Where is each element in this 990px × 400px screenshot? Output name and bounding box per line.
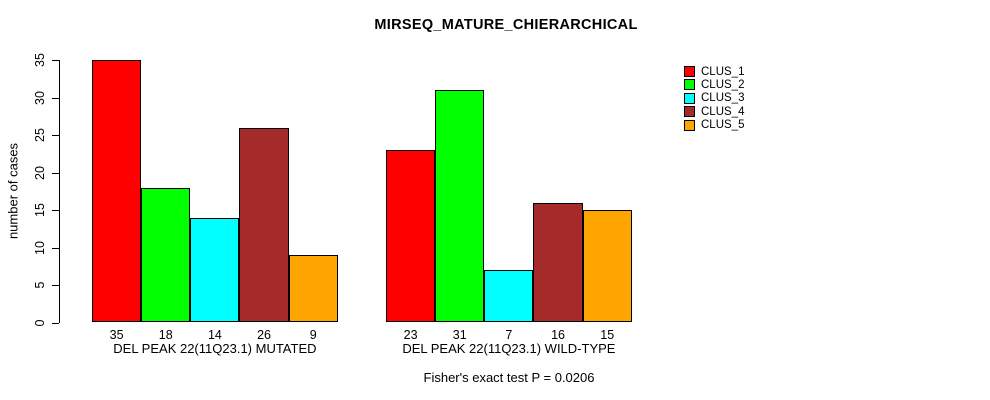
y-tick-label: 5: [33, 281, 47, 289]
y-tick: [52, 285, 59, 287]
y-tick: [52, 60, 59, 62]
y-tick-label: 15: [33, 203, 47, 218]
chart-title: MIRSEQ_MATURE_CHIERARCHICAL: [374, 17, 638, 33]
legend-label-CLUS_1: CLUS_1: [701, 65, 745, 78]
bar-CLUS_5: [288, 255, 338, 323]
y-tick-label: 0: [33, 319, 47, 326]
bar-value-label: 7: [505, 328, 513, 342]
bar-value-label: 18: [158, 328, 173, 342]
bar-CLUS_4: [533, 202, 583, 323]
bar-CLUS_3: [484, 270, 534, 323]
bar-value-label: 15: [600, 328, 615, 342]
bar-value-label: 14: [207, 328, 222, 342]
y-tick-label: 25: [33, 128, 47, 143]
y-tick-label: 10: [33, 240, 47, 255]
y-axis-label: number of cases: [5, 142, 21, 240]
bar-value-label: 16: [551, 328, 565, 342]
y-tick-label: 35: [33, 53, 47, 68]
legend-swatch-CLUS_5: [684, 119, 695, 131]
legend-swatch-CLUS_1: [684, 66, 695, 77]
bar-value-label: 23: [403, 328, 418, 342]
legend-label-CLUS_5: CLUS_5: [701, 119, 745, 132]
bar-CLUS_4: [239, 127, 289, 323]
y-tick: [52, 97, 59, 99]
legend-swatch-CLUS_3: [684, 92, 695, 104]
legend-label-CLUS_3: CLUS_3: [701, 92, 745, 105]
legend-swatch-CLUS_2: [684, 79, 695, 91]
bar-value-label: 31: [452, 328, 467, 342]
group-label: DEL PEAK 22(11Q23.1) WILD-TYPE: [402, 341, 616, 356]
legend-label-CLUS_2: CLUS_2: [701, 78, 745, 91]
bar-value-label: 26: [257, 328, 271, 342]
y-tick: [52, 210, 59, 212]
y-tick: [52, 322, 59, 324]
legend-swatch-CLUS_4: [684, 106, 695, 118]
y-tick: [52, 172, 59, 174]
bar-CLUS_3: [190, 217, 240, 323]
y-axis-line: [59, 60, 60, 324]
bar-CLUS_5: [582, 210, 632, 323]
bar-CLUS_1: [92, 60, 142, 323]
group-label: DEL PEAK 22(11Q23.1) MUTATED: [113, 341, 317, 356]
bar-value-label: 35: [109, 328, 124, 342]
y-tick: [52, 135, 59, 137]
bar-value-label: 9: [309, 328, 317, 342]
annotation-fishers-test: Fisher's exact test P = 0.0206: [423, 370, 595, 385]
legend-label-CLUS_4: CLUS_4: [701, 105, 745, 118]
bar-CLUS_2: [435, 90, 485, 323]
bar-CLUS_1: [386, 150, 436, 323]
y-tick: [52, 247, 59, 249]
y-tick-label: 30: [33, 90, 47, 105]
bar-CLUS_2: [141, 187, 191, 323]
y-tick-label: 20: [33, 165, 47, 180]
